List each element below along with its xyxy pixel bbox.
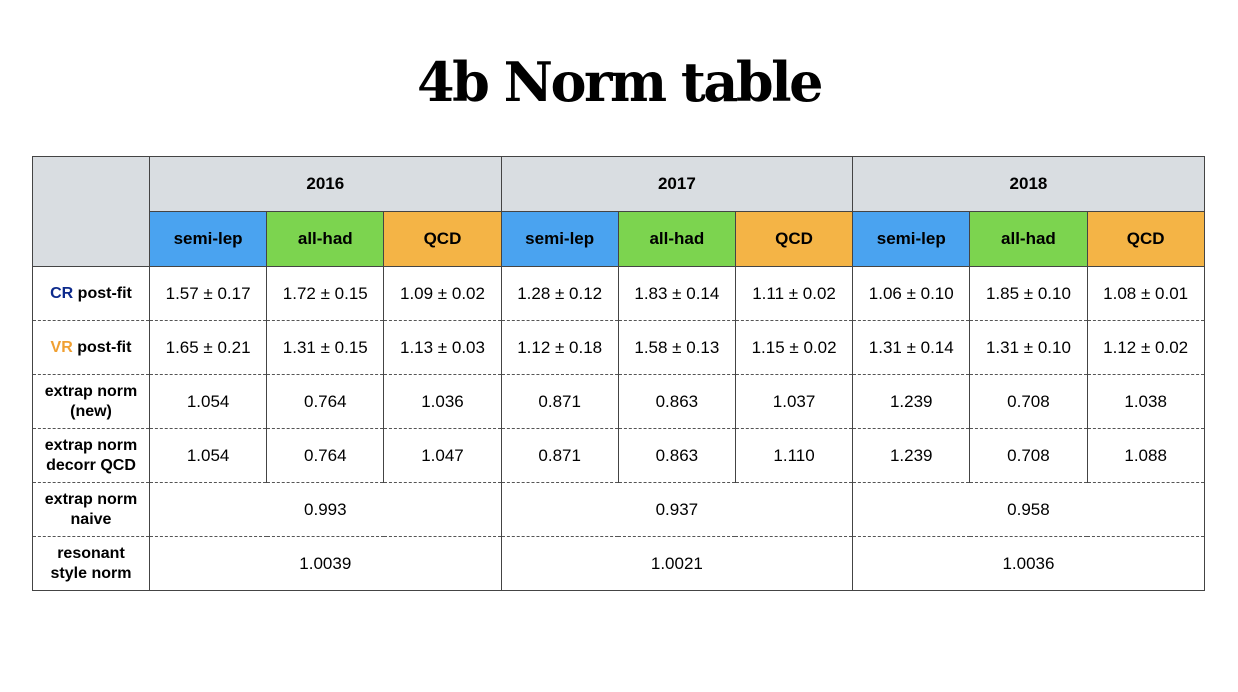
subheader-all-had: all-had — [617, 211, 736, 267]
subcolumn-header-row: semi-lep all-had QCD semi-lep all-had QC… — [33, 211, 1205, 267]
table-cell: 1.06 ± 0.10 — [852, 266, 971, 321]
table-cell: 0.764 — [266, 374, 385, 429]
table-row-extrap-norm-new: extrap norm (new) 1.054 0.764 1.036 0.871… — [32, 374, 1205, 429]
row-label-line: style norm — [50, 564, 132, 582]
subheader-qcd: QCD — [383, 211, 502, 267]
table-cell: 0.708 — [969, 374, 1088, 429]
row-label-line: decorr QCD — [46, 456, 136, 474]
table-cell: 1.57 ± 0.17 — [148, 266, 268, 321]
table-row-extrap-norm-naive: extrap norm naive 0.993 0.937 0.958 — [32, 482, 1205, 537]
table-cell: 1.85 ± 0.10 — [969, 266, 1088, 321]
row-label-extrap-norm-new: extrap norm (new) — [32, 374, 150, 429]
table-cell: 1.31 ± 0.15 — [266, 320, 385, 375]
subheader-semi-lep: semi-lep — [148, 211, 268, 267]
cr-label-suffix: post-fit — [73, 284, 132, 302]
table-row-vr-post-fit: VR post-fit 1.65 ± 0.21 1.31 ± 0.15 1.13… — [32, 320, 1205, 375]
row-label-cr-post-fit: CR post-fit — [32, 266, 150, 321]
row-label-extrap-norm-naive: extrap norm naive — [32, 482, 150, 537]
table-row-extrap-norm-decorr-qcd: extrap norm decorr QCD 1.054 0.764 1.047 … — [32, 428, 1205, 483]
table-cell: 0.958 — [852, 482, 1205, 537]
row-label-line: extrap norm — [44, 382, 138, 400]
table-cell: 1.28 ± 0.12 — [500, 266, 619, 321]
year-header-2017: 2017 — [500, 156, 854, 212]
table-cell: 1.054 — [148, 428, 268, 483]
table-cell: 1.038 — [1086, 374, 1205, 429]
subheader-qcd: QCD — [1086, 211, 1205, 267]
table-cell: 1.11 ± 0.02 — [734, 266, 854, 321]
subheader-semi-lep: semi-lep — [500, 211, 619, 267]
table-cell: 0.871 — [500, 428, 619, 483]
table-cell: 1.0039 — [149, 536, 502, 591]
table-cell: 1.31 ± 0.14 — [852, 320, 971, 375]
page-title: 4b Norm table — [417, 50, 823, 114]
table-cell: 1.0021 — [500, 536, 854, 591]
table-cell: 1.239 — [852, 374, 971, 429]
subheader-all-had: all-had — [969, 211, 1088, 267]
row-label-line: (new) — [70, 402, 112, 420]
table-cell: 1.09 ± 0.02 — [383, 266, 502, 321]
table-cell: 1.0036 — [852, 536, 1205, 591]
table-row-cr-post-fit: CR post-fit 1.57 ± 0.17 1.72 ± 0.15 1.09… — [32, 266, 1205, 321]
table-cell: 1.15 ± 0.02 — [734, 320, 854, 375]
row-label-line: resonant — [57, 544, 125, 562]
table-cell: 1.239 — [852, 428, 971, 483]
table-cell: 1.83 ± 0.14 — [617, 266, 736, 321]
table-cell: 0.863 — [617, 428, 736, 483]
subheader-semi-lep: semi-lep — [852, 211, 971, 267]
table-cell: 0.871 — [500, 374, 619, 429]
corner-cell — [32, 156, 150, 267]
subheader-all-had: all-had — [266, 211, 385, 267]
table-cell: 1.12 ± 0.18 — [500, 320, 619, 375]
table-cell: 1.08 ± 0.01 — [1086, 266, 1205, 321]
table-cell: 1.088 — [1086, 428, 1205, 483]
table-cell: 1.037 — [734, 374, 854, 429]
table-cell: 1.047 — [383, 428, 502, 483]
table-cell: 1.13 ± 0.03 — [383, 320, 502, 375]
table-cell: 0.863 — [617, 374, 736, 429]
table-cell: 1.72 ± 0.15 — [266, 266, 385, 321]
table-cell: 1.65 ± 0.21 — [148, 320, 268, 375]
year-header-2016: 2016 — [149, 156, 502, 212]
row-label-line: naive — [70, 510, 112, 528]
table-cell: 1.58 ± 0.13 — [617, 320, 736, 375]
year-header-row: 2016 2017 2018 — [32, 156, 1205, 267]
table-cell: 1.036 — [383, 374, 502, 429]
row-label-resonant-style-norm: resonant style norm — [32, 536, 150, 591]
table-cell: 0.708 — [969, 428, 1088, 483]
table-cell: 0.937 — [500, 482, 854, 537]
table-cell: 1.31 ± 0.10 — [969, 320, 1088, 375]
subheader-qcd: QCD — [734, 211, 854, 267]
row-label-extrap-norm-decorr-qcd: extrap norm decorr QCD — [32, 428, 150, 483]
vr-label-prefix: VR — [50, 338, 73, 356]
year-header-2018: 2018 — [852, 156, 1205, 212]
row-label-line: extrap norm — [44, 490, 138, 508]
row-label-line: extrap norm — [44, 436, 138, 454]
vr-label-suffix: post-fit — [72, 338, 132, 356]
row-label-vr-post-fit: VR post-fit — [32, 320, 150, 375]
table-cell: 0.993 — [149, 482, 502, 537]
norm-table: 2016 2017 2018 semi-lep all-had QCD semi… — [32, 156, 1205, 591]
table-row-resonant-style-norm: resonant style norm 1.0039 1.0021 1.0036 — [32, 536, 1205, 591]
table-cell: 0.764 — [266, 428, 385, 483]
table-cell: 1.110 — [734, 428, 854, 483]
cr-label-prefix: CR — [50, 284, 74, 302]
table-cell: 1.054 — [148, 374, 268, 429]
table-cell: 1.12 ± 0.02 — [1086, 320, 1205, 375]
